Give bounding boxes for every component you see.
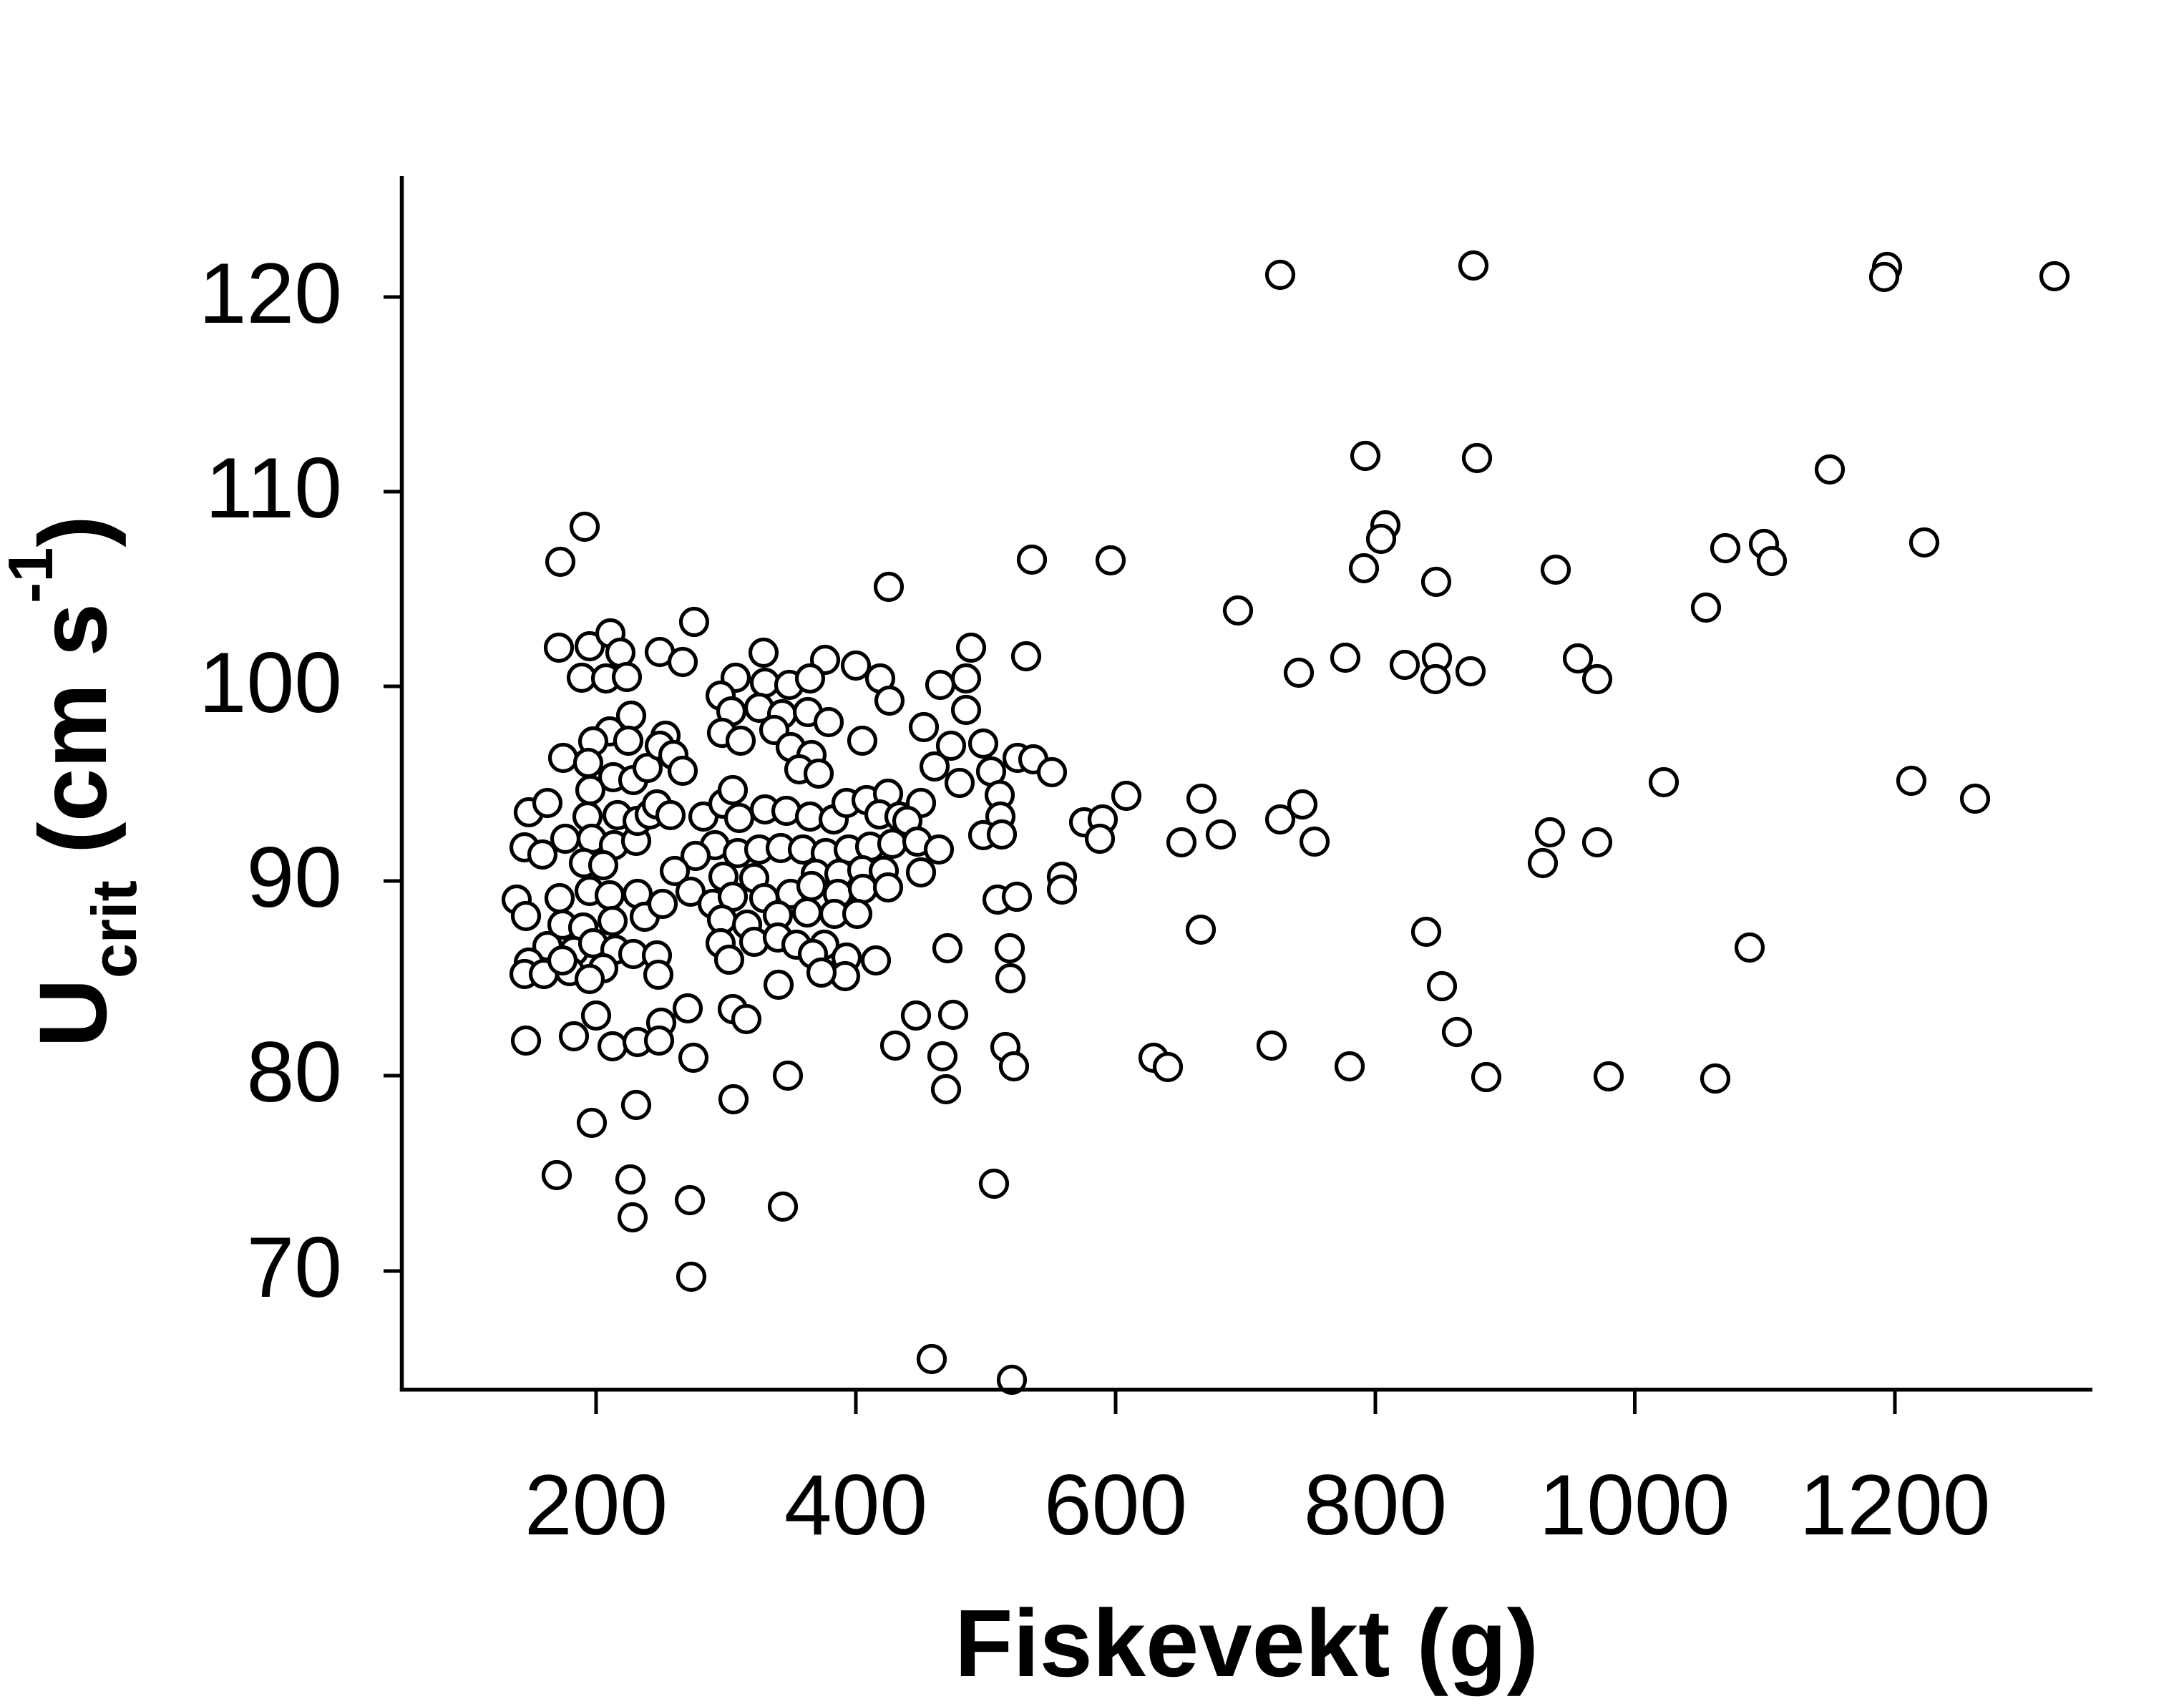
svg-text:120: 120	[199, 245, 342, 341]
svg-text:Fiskevekt (g): Fiskevekt (g)	[955, 1590, 1539, 1697]
svg-text:70: 70	[247, 1219, 342, 1315]
svg-text:80: 80	[247, 1024, 342, 1120]
svg-text:1000: 1000	[1539, 1457, 1730, 1553]
svg-text:400: 400	[784, 1457, 927, 1553]
svg-text:110: 110	[205, 440, 342, 536]
svg-text:200: 200	[525, 1457, 668, 1553]
svg-text:800: 800	[1304, 1457, 1447, 1553]
svg-text:1200: 1200	[1800, 1457, 1991, 1553]
svg-text:100: 100	[199, 635, 342, 731]
svg-text:90: 90	[247, 829, 342, 925]
svg-text:600: 600	[1044, 1457, 1187, 1553]
